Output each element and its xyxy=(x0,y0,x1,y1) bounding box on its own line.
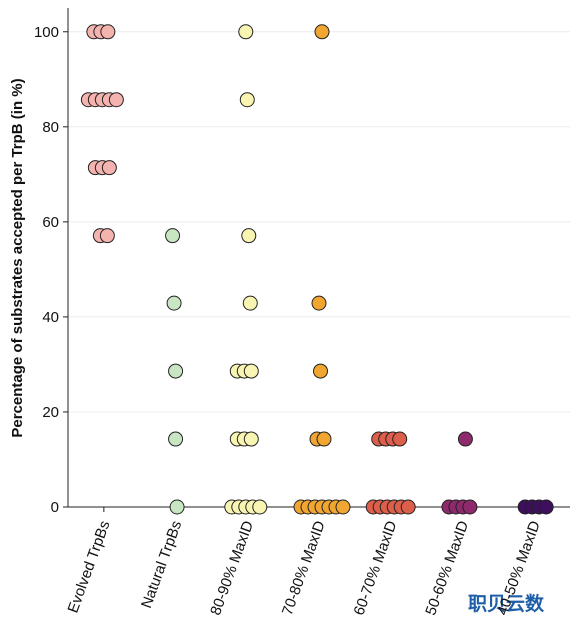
x-tick-label: Natural TrpBs xyxy=(138,519,185,611)
y-axis-label: Percentage of substrates accepted per Tr… xyxy=(9,78,26,437)
point xyxy=(392,431,408,447)
x-tick-label: 60-70% MaxID xyxy=(351,518,401,617)
point xyxy=(243,363,259,379)
point xyxy=(242,295,258,311)
x-tick-label: 70-80% MaxID xyxy=(279,518,329,617)
point xyxy=(241,228,257,244)
x-tick-label: 80-90% MaxID xyxy=(207,518,257,617)
point xyxy=(311,295,327,311)
point xyxy=(243,431,259,447)
point xyxy=(100,24,116,40)
y-tick-label: 100 xyxy=(34,24,59,41)
x-tick-label: Evolved TrpBs xyxy=(65,519,114,616)
point xyxy=(462,499,478,515)
point xyxy=(239,92,255,108)
point xyxy=(314,24,330,40)
y-tick-label: 0 xyxy=(51,499,59,516)
point xyxy=(168,431,184,447)
point xyxy=(252,499,268,515)
x-tick-label: 50-60% MaxID xyxy=(422,518,472,617)
watermark: 职贝云数 xyxy=(468,592,545,615)
point xyxy=(538,499,554,515)
y-tick-label: 60 xyxy=(42,214,59,231)
y-tick-label: 20 xyxy=(42,404,59,421)
y-tick-label: 40 xyxy=(42,309,59,326)
point xyxy=(335,499,351,515)
point xyxy=(101,160,117,176)
point xyxy=(168,363,184,379)
point xyxy=(400,499,416,515)
point xyxy=(165,228,181,244)
point xyxy=(316,431,332,447)
y-tick-label: 80 xyxy=(42,119,59,136)
point xyxy=(99,228,115,244)
point xyxy=(238,24,254,40)
point xyxy=(313,363,328,379)
point xyxy=(108,92,124,108)
point xyxy=(169,499,185,515)
point xyxy=(457,431,473,447)
point xyxy=(166,295,182,311)
